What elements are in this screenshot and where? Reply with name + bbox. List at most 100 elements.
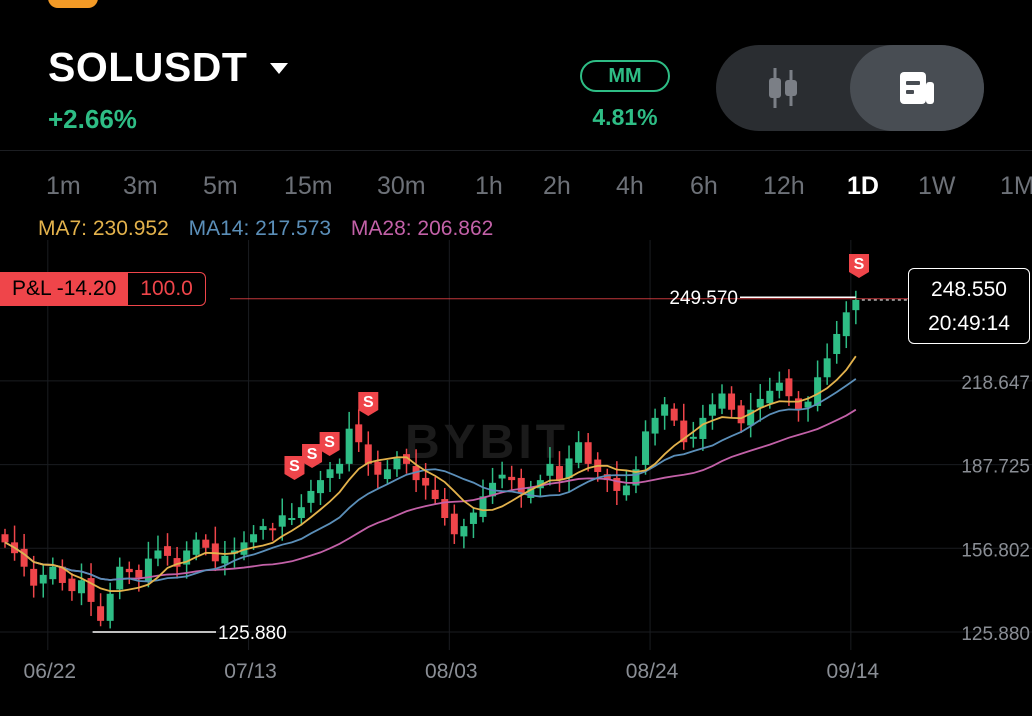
candle-body <box>555 466 563 481</box>
position-pl-tag[interactable]: P&L -14.20 100.0 <box>0 272 206 306</box>
tab-1w[interactable]: 1W <box>918 172 956 200</box>
tab-30m[interactable]: 30m <box>377 172 426 200</box>
tab-1h[interactable]: 1h <box>475 172 503 200</box>
candle-body <box>546 463 554 476</box>
moving-average-legend: MA7: 230.952 MA14: 217.573 MA28: 206.862 <box>38 217 507 241</box>
candle-body <box>383 469 391 480</box>
order-book-mode-button[interactable] <box>850 45 984 131</box>
candle-body <box>202 539 210 548</box>
candle-body <box>479 496 487 517</box>
tab-15m[interactable]: 15m <box>284 172 333 200</box>
document-icon <box>900 72 934 104</box>
candlestick-mode-button[interactable] <box>716 45 850 131</box>
tab-1m[interactable]: 1M <box>1000 172 1032 200</box>
sell-marker-label: S <box>363 394 374 411</box>
candle-body <box>747 409 755 426</box>
candle-body <box>230 550 238 554</box>
candle-body <box>307 490 315 503</box>
candle-body <box>135 569 143 578</box>
candle-body <box>173 558 181 567</box>
candle-body <box>842 312 850 337</box>
candle-body <box>766 390 774 404</box>
y-tick-label: 187.725 <box>961 457 1030 478</box>
bybit-watermark: BYBIT <box>405 416 569 469</box>
tab-3m[interactable]: 3m <box>123 172 158 200</box>
candle-body <box>116 566 124 590</box>
candle-body <box>613 477 621 491</box>
x-tick-label: 08/03 <box>425 660 478 683</box>
candle-body <box>144 558 152 582</box>
candle-body <box>469 512 477 524</box>
ma14-line <box>4 378 857 583</box>
candle-body <box>708 404 716 416</box>
symbol-title[interactable]: SOLUSDT <box>48 44 248 90</box>
tab-6h[interactable]: 6h <box>690 172 718 200</box>
caret-down-icon[interactable] <box>268 60 290 76</box>
y-tick-label: 156.802 <box>961 540 1030 561</box>
candle-body <box>785 378 793 397</box>
ma28-label: MA28: 206.862 <box>350 217 494 240</box>
candle-body <box>794 398 802 410</box>
tab-12h[interactable]: 12h <box>763 172 805 200</box>
tab-1m[interactable]: 1m <box>46 172 81 200</box>
candle-body <box>651 417 659 434</box>
candle-body <box>154 550 162 559</box>
ma7-label: MA7: 230.952 <box>38 217 169 240</box>
ma14-label: MA14: 217.573 <box>188 217 332 240</box>
candle-body <box>393 458 401 470</box>
candle-body <box>814 377 822 406</box>
candle-body <box>737 405 745 424</box>
candle-body <box>661 404 669 416</box>
candle-body <box>106 593 114 621</box>
price-chart[interactable]: 249.570125.880SSSSS218.647187.725156.802… <box>0 240 1032 716</box>
tab-4h[interactable]: 4h <box>616 172 644 200</box>
candle-body <box>527 488 535 498</box>
x-tick-label: 07/13 <box>224 660 277 683</box>
candle-body <box>603 474 611 481</box>
candle-body <box>823 358 831 378</box>
tab-2h[interactable]: 2h <box>543 172 571 200</box>
candle-body <box>183 550 191 565</box>
timeframe-tabs: 1m 3m 5m 15m 30m 1h 2h 4h 6h 12h 1D 1W 1M <box>0 172 1032 212</box>
y-tick-label: 125.880 <box>961 624 1030 645</box>
candle-body <box>422 477 430 486</box>
candle-body <box>508 476 516 481</box>
last-price-box: 248.550 20:49:14 <box>908 268 1030 344</box>
candle-body <box>345 428 353 464</box>
candle-body <box>192 539 200 555</box>
header-divider <box>0 150 1032 151</box>
sell-marker <box>284 456 305 480</box>
notification-bar-stub <box>48 0 98 8</box>
x-tick-label: 06/22 <box>24 660 77 683</box>
candle-body <box>240 542 248 555</box>
candle-body <box>1 534 9 543</box>
candle-body <box>297 507 305 519</box>
tab-5m[interactable]: 5m <box>203 172 238 200</box>
candle-body <box>775 382 783 391</box>
candle-body <box>125 568 133 573</box>
position-size: 100.0 <box>128 272 206 306</box>
candle-body <box>680 420 688 443</box>
candle-body <box>728 393 736 410</box>
mm-badge[interactable]: MM <box>580 60 670 92</box>
candlestick-icon <box>769 68 797 108</box>
candle-body <box>498 474 506 479</box>
tab-1d[interactable]: 1D <box>847 172 879 200</box>
ma28-line <box>4 408 857 581</box>
candle-body <box>58 566 66 583</box>
candle-body <box>852 300 860 311</box>
header: SOLUSDT +2.66% MM 4.81% <box>0 0 1032 150</box>
sell-marker <box>302 444 323 468</box>
chart-mode-toggle <box>716 45 984 131</box>
sell-marker-label: S <box>324 434 335 451</box>
candle-body <box>87 578 95 602</box>
x-tick-label: 08/24 <box>626 660 679 683</box>
candle-body <box>250 534 258 543</box>
candle-body <box>689 436 697 439</box>
candle-body <box>460 526 468 537</box>
price-change-percent: +2.66% <box>48 104 137 134</box>
y-tick-label: 218.647 <box>961 373 1030 394</box>
candle-body <box>670 408 678 421</box>
ma7-line <box>4 355 857 592</box>
candle-body <box>316 480 324 494</box>
